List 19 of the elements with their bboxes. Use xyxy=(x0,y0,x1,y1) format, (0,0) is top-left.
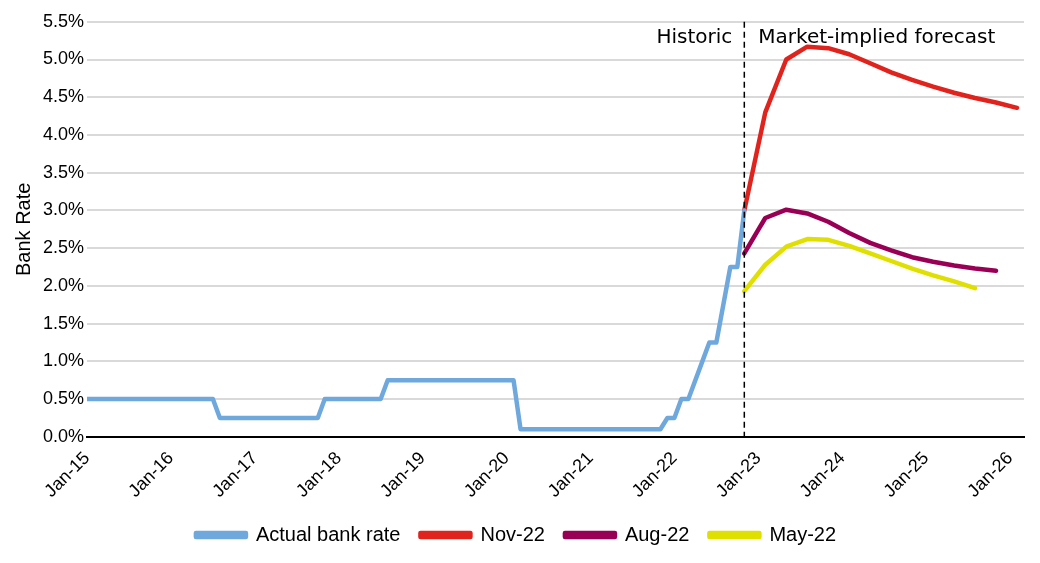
y-tick-label: 2.0% xyxy=(43,274,85,295)
y-tick-label: 0.0% xyxy=(43,425,85,446)
y-tick-label: 5.0% xyxy=(43,48,85,69)
y-tick-label: 2.5% xyxy=(43,237,85,258)
y-tick-label: 3.5% xyxy=(43,161,85,182)
legend-label: Aug-22 xyxy=(624,522,690,545)
y-axis-title: Bank Rate xyxy=(11,182,34,276)
y-tick-label: 4.5% xyxy=(43,86,85,107)
legend-label: May-22 xyxy=(769,522,837,545)
annotation: Historic xyxy=(656,24,733,48)
y-tick-label: 1.5% xyxy=(43,312,85,333)
y-tick-label: 0.5% xyxy=(43,388,85,409)
legend-label: Nov-22 xyxy=(480,522,545,545)
legend-label: Actual bank rate xyxy=(255,522,401,545)
annotation: Market-implied forecast xyxy=(758,24,996,48)
y-tick-label: 1.0% xyxy=(43,350,85,371)
y-tick-label: 5.5% xyxy=(43,10,85,31)
y-tick-label: 3.0% xyxy=(43,199,85,220)
y-tick-label: 4.0% xyxy=(43,123,85,144)
